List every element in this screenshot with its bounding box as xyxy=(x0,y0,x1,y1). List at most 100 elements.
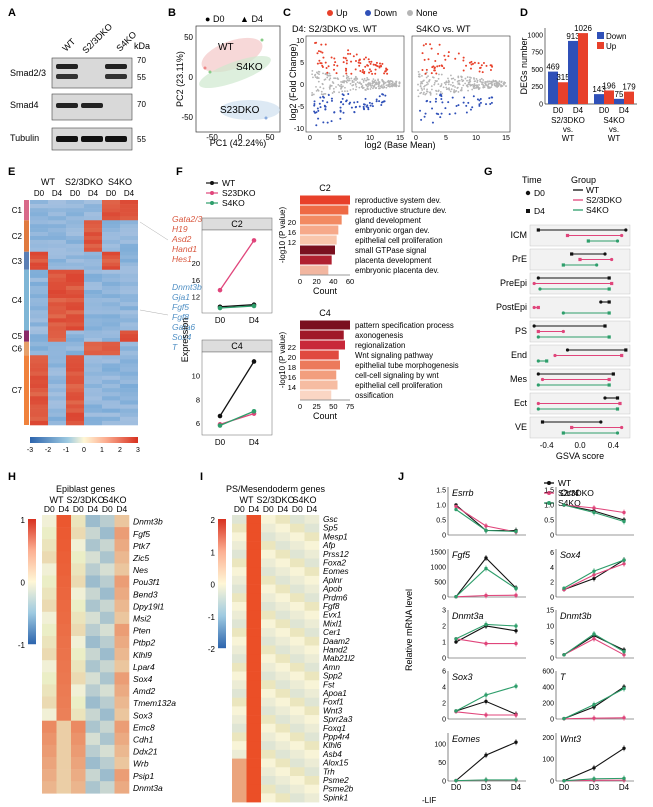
heatmap-cell xyxy=(84,298,102,303)
heatmap-cell xyxy=(48,367,66,372)
cluster-bar xyxy=(24,220,29,252)
volcano-point-none xyxy=(321,82,324,85)
volcano-point-none xyxy=(370,86,373,89)
heatmap-cell xyxy=(102,204,120,209)
heatmap-cell xyxy=(261,584,276,594)
deg-data-label: 196 xyxy=(602,81,616,90)
volcano-ylabel: log2 (Fold Change) xyxy=(288,43,298,120)
panel-a-label: A xyxy=(8,7,16,19)
volcano-point-none xyxy=(332,87,335,90)
heatmap-cell xyxy=(232,558,247,568)
volcano-point-none xyxy=(330,84,333,87)
heatmap-cell xyxy=(48,355,66,360)
gsva-point-d0 xyxy=(536,407,540,411)
volcano-point-none xyxy=(367,82,370,85)
volcano-point-none xyxy=(338,85,341,87)
heatmap-cell xyxy=(246,732,262,742)
enrich-bar xyxy=(300,195,350,205)
volcano-point-none xyxy=(319,86,322,89)
volcano-point-down xyxy=(463,96,466,99)
heatmap-cell xyxy=(66,338,84,343)
volcano-point-none xyxy=(450,77,453,80)
heatmap-cell xyxy=(48,379,66,385)
volcano-point-down xyxy=(319,96,322,99)
band xyxy=(56,64,78,69)
enrich-bar xyxy=(300,340,345,350)
heatmap-gene-label: Aplnr xyxy=(322,576,344,585)
volcano-point-none xyxy=(328,86,331,88)
heatmap-cell xyxy=(71,781,86,794)
heatmap-cell xyxy=(246,558,262,568)
heatmap-cell xyxy=(48,412,66,418)
trend-ylabel: Expression xyxy=(180,318,190,363)
volcano-point-up xyxy=(478,70,481,73)
heatmap-gene-label: Dpy19l1 xyxy=(133,601,164,611)
pca-ytick: -50 xyxy=(181,113,193,122)
heatmap-cell xyxy=(30,262,48,267)
heatmap-cell xyxy=(85,684,101,697)
volcano-point-none xyxy=(393,83,396,86)
heatmap-cell xyxy=(48,383,66,389)
volcano-point-none xyxy=(375,87,377,90)
heatmap-cell xyxy=(261,680,276,690)
heatmap-cell xyxy=(30,258,48,263)
volcano-point-none xyxy=(458,79,461,82)
heatmap-cell xyxy=(48,266,66,271)
heatmap-cell xyxy=(232,662,247,672)
heatmap-cell xyxy=(48,239,66,245)
volcano-point-up xyxy=(359,70,362,73)
heatmap-cell xyxy=(66,266,84,271)
heatmap-cell xyxy=(84,255,102,260)
volcano-point-up xyxy=(325,66,328,69)
heatmap-cell xyxy=(120,416,138,422)
heatmap-cell xyxy=(290,515,305,524)
heatmap-cell xyxy=(290,523,305,533)
qpcr-point xyxy=(562,503,566,507)
heatmap-cell xyxy=(84,306,102,311)
blot-col-wt: WT xyxy=(60,36,77,53)
volcano-point-up xyxy=(368,60,371,63)
heatmap-cell xyxy=(114,648,130,661)
heatmap-cell xyxy=(275,723,291,733)
heatmap-cell xyxy=(85,539,101,552)
heatmap-cell xyxy=(84,273,102,279)
heatmap-cell xyxy=(304,715,320,725)
trend-point xyxy=(251,238,257,243)
trend-point xyxy=(251,408,257,414)
heatmap-cell xyxy=(102,285,120,291)
heatmap-cell xyxy=(66,228,84,233)
heatmap-cell xyxy=(120,302,138,307)
volcano-point-up xyxy=(435,72,438,75)
heatmap-cell xyxy=(275,715,291,725)
volcano-point-none xyxy=(352,81,355,83)
heatmap-cell xyxy=(48,247,66,253)
pca-point xyxy=(208,70,212,74)
heatmap-cell xyxy=(85,769,101,782)
heatmap-cell xyxy=(232,715,247,725)
volcano-point-down xyxy=(476,98,479,101)
gsva-point-d0 xyxy=(536,372,540,376)
marker-55b: 55 xyxy=(137,135,146,144)
heatmap-cell xyxy=(304,636,320,646)
heatmap-group-label: S2/3DKO xyxy=(256,495,294,505)
heatmap-cell xyxy=(261,723,276,733)
heatmap-cell xyxy=(48,236,66,241)
gsva-point-d0 xyxy=(599,300,603,304)
volcano-point-none xyxy=(320,90,323,93)
heatmap-cell xyxy=(42,515,57,528)
volcano-point-none xyxy=(483,84,485,87)
heatmap-cell xyxy=(48,400,66,405)
heatmap-cell xyxy=(85,636,101,649)
volcano-point-up xyxy=(342,56,345,59)
gsva-point-d0 xyxy=(540,377,545,382)
heatmap-group-label: WT xyxy=(41,177,55,187)
qpcr-ytick: 1000 xyxy=(430,565,446,572)
volcano-point-none xyxy=(328,72,331,75)
volcano-point-up xyxy=(436,65,439,68)
heatmap-cell xyxy=(102,232,120,237)
heatmap-cell xyxy=(261,715,276,725)
gsva-point-d4 xyxy=(570,425,574,430)
heatmap-cell xyxy=(102,363,120,368)
volcano-point-up xyxy=(470,63,473,66)
